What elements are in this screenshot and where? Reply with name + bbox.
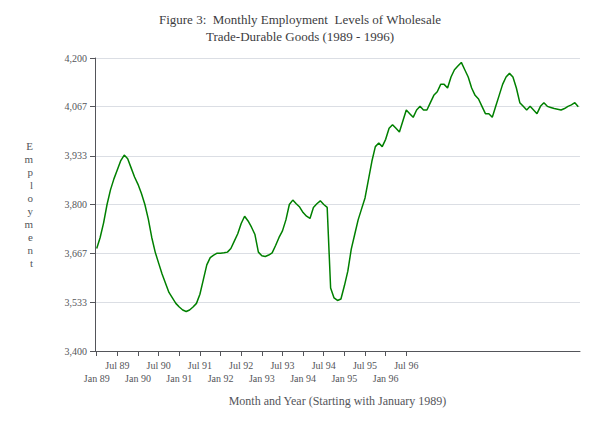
svg-text:Jan 89: Jan 89 [84,373,110,384]
svg-text:3,400: 3,400 [65,346,88,357]
svg-text:Jul 96: Jul 96 [394,360,418,371]
svg-text:y: y [28,205,34,217]
svg-text:Jul 93: Jul 93 [270,360,294,371]
svg-text:m: m [24,153,33,165]
svg-text:Month and Year (Starting with: Month and Year (Starting with January 19… [229,394,447,408]
svg-text:Jan 92: Jan 92 [208,373,234,384]
svg-text:3,933: 3,933 [65,150,88,161]
svg-text:4,067: 4,067 [65,101,88,112]
svg-text:Jan 96: Jan 96 [373,373,399,384]
svg-text:n: n [28,244,34,256]
svg-text:Jul 94: Jul 94 [312,360,336,371]
svg-text:3,800: 3,800 [65,199,88,210]
svg-text:Jan 95: Jan 95 [331,373,357,384]
svg-text:3,533: 3,533 [65,297,88,308]
svg-text:Figure 3: Monthly Employment: Figure 3: Monthly Employment Levels of W… [159,12,441,27]
svg-text:Jul 90: Jul 90 [147,360,171,371]
svg-text:4,200: 4,200 [65,53,88,64]
svg-text:l: l [30,179,33,191]
svg-text:3,667: 3,667 [65,248,88,259]
svg-text:m: m [24,218,33,230]
svg-text:Jul 95: Jul 95 [353,360,377,371]
svg-text:E: E [26,140,33,152]
svg-text:Jul 89: Jul 89 [105,360,129,371]
svg-text:Jul 91: Jul 91 [188,360,212,371]
svg-text:t: t [30,257,33,269]
svg-text:Jan 90: Jan 90 [125,373,151,384]
svg-text:Jan 91: Jan 91 [166,373,192,384]
svg-text:Trade-Durable Goods (1989 - 19: Trade-Durable Goods (1989 - 1996) [206,29,394,44]
svg-text:e: e [28,231,33,243]
svg-text:p: p [28,166,34,178]
svg-text:Jan 93: Jan 93 [249,373,275,384]
svg-text:o: o [28,192,34,204]
svg-text:Jul 92: Jul 92 [229,360,253,371]
svg-text:Jan 94: Jan 94 [290,373,316,384]
